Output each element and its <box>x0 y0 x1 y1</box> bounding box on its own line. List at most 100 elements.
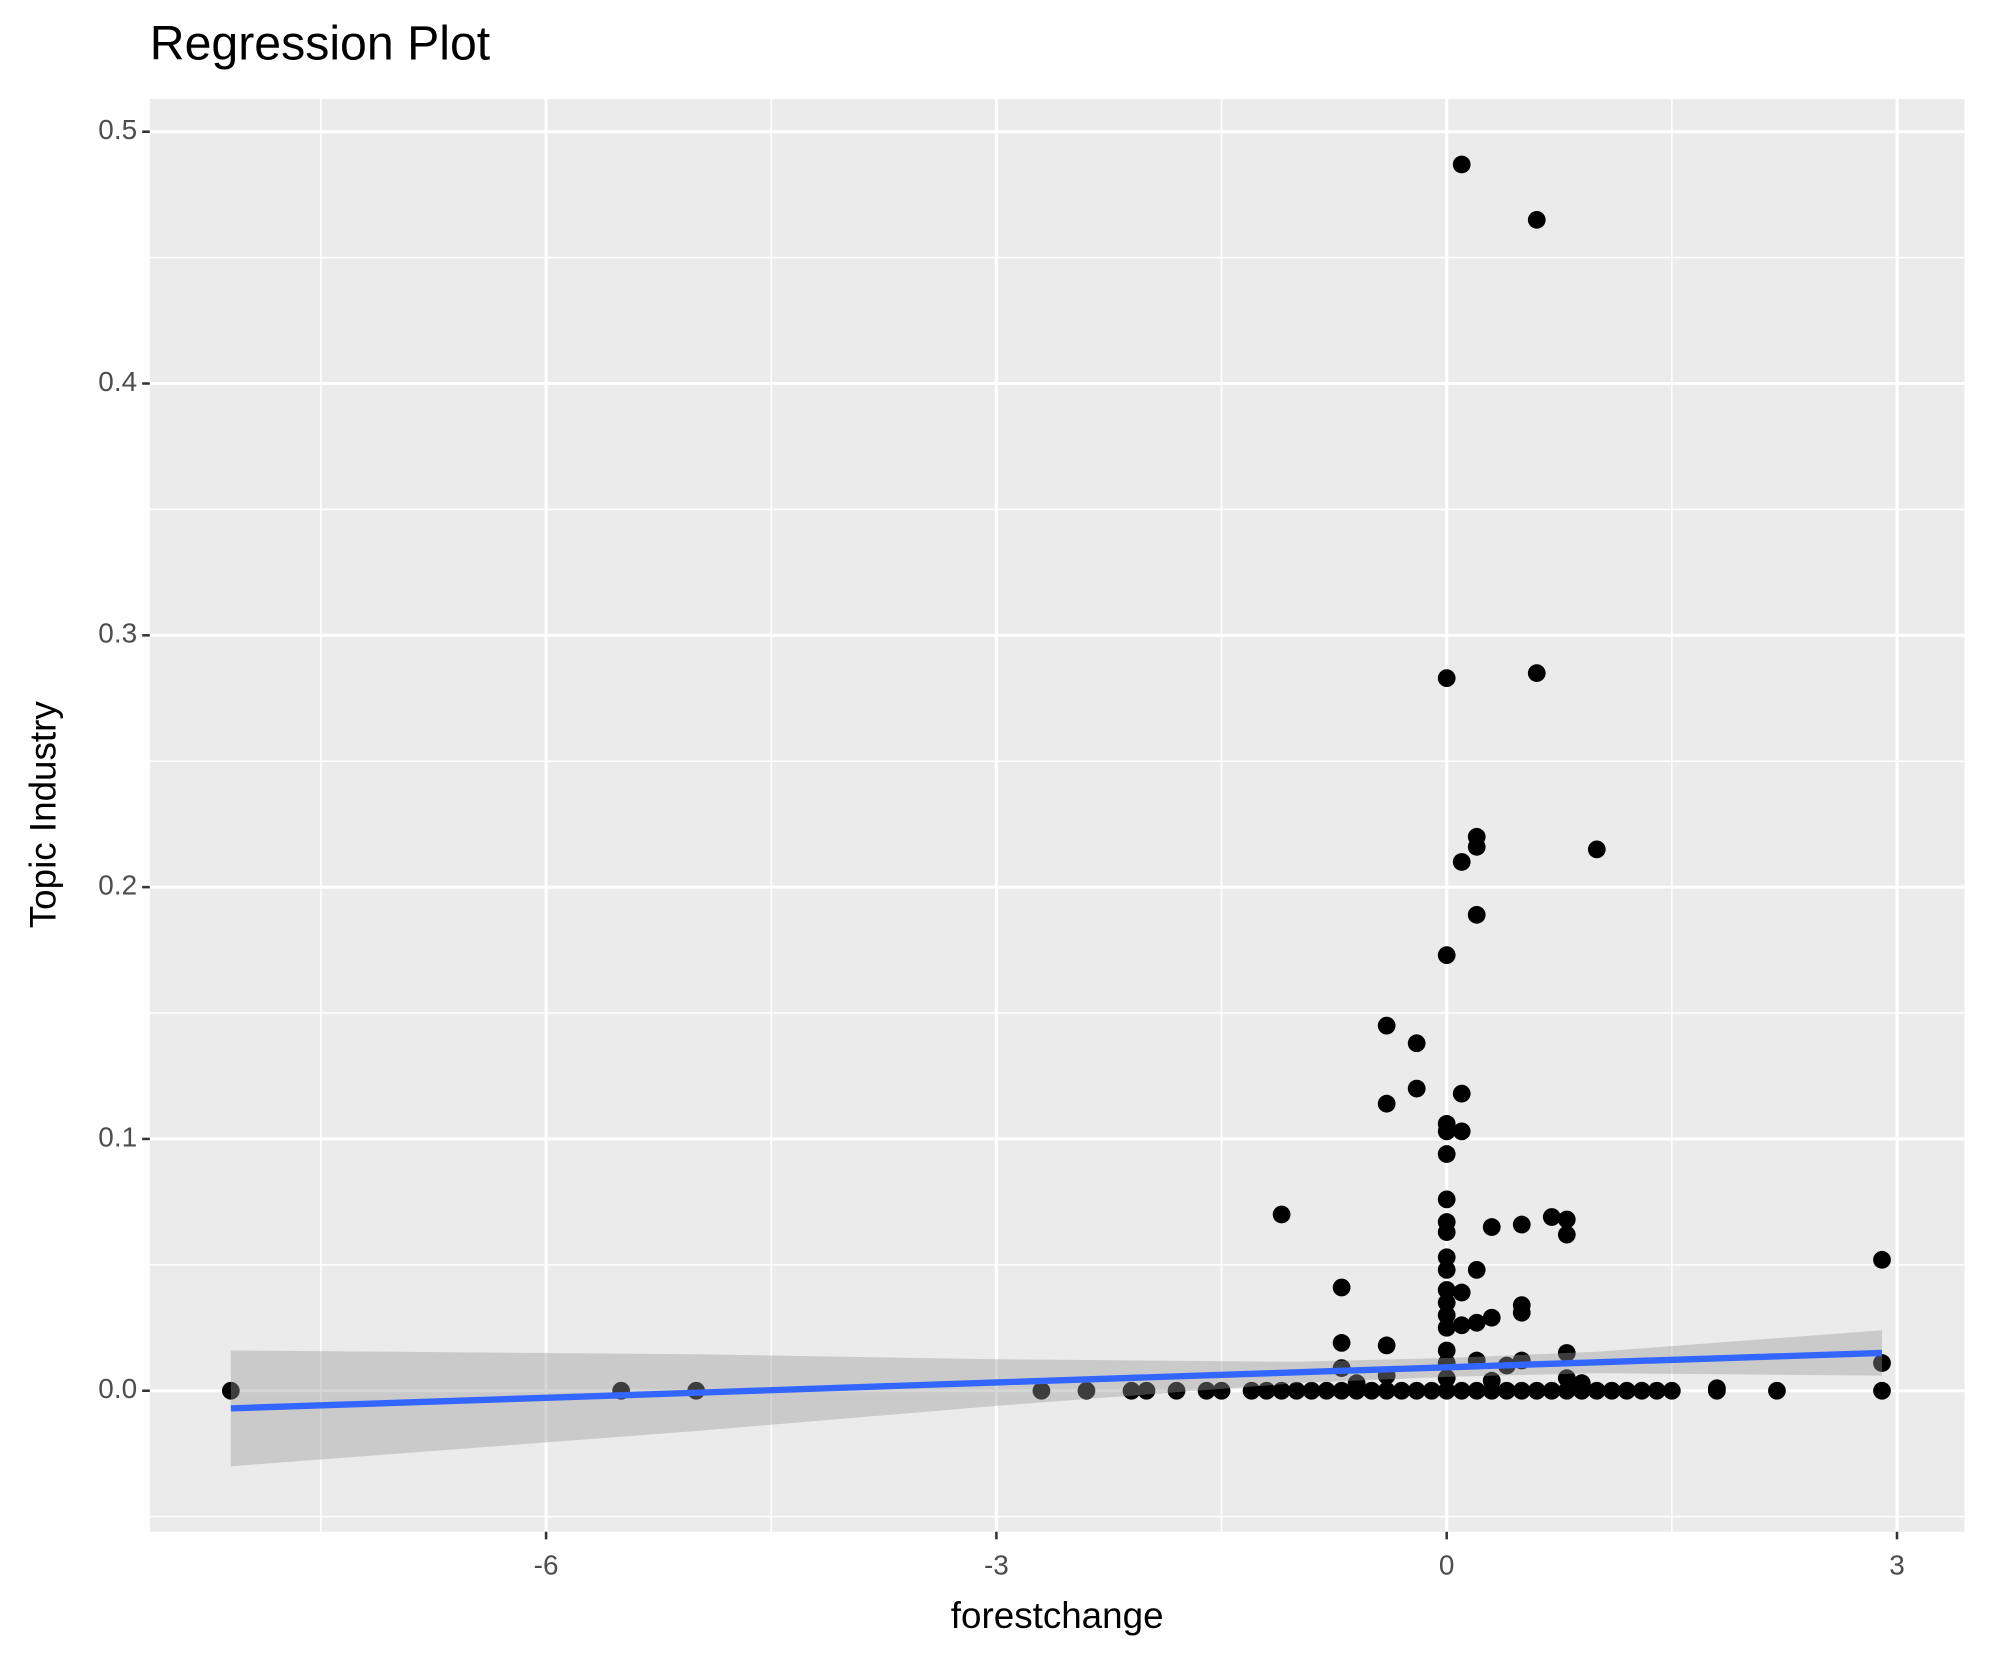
point <box>1407 1079 1426 1098</box>
chart-title: Regression Plot <box>150 17 491 71</box>
point <box>1467 837 1486 856</box>
point <box>1452 1316 1471 1335</box>
point <box>1587 840 1606 859</box>
point <box>1512 1381 1531 1400</box>
point <box>1317 1381 1336 1400</box>
point <box>1437 1190 1456 1209</box>
point <box>1452 1084 1471 1103</box>
x-tick-label: -6 <box>534 1550 559 1581</box>
point <box>1542 1381 1561 1400</box>
point <box>1212 1381 1231 1400</box>
point <box>1527 1381 1546 1400</box>
point <box>1437 669 1456 688</box>
y-axis-title: Topic Industry <box>22 701 63 929</box>
point <box>1377 1016 1396 1035</box>
point <box>1602 1381 1621 1400</box>
point <box>1482 1218 1501 1236</box>
point <box>1437 1306 1456 1325</box>
point <box>1437 1260 1456 1279</box>
x-tick-label: -3 <box>984 1550 1009 1581</box>
point <box>1708 1381 1726 1400</box>
point <box>1077 1381 1096 1400</box>
point <box>1497 1381 1516 1400</box>
point <box>1452 155 1471 174</box>
point <box>1873 1354 1891 1372</box>
point <box>1377 1381 1396 1400</box>
point <box>1437 1145 1456 1163</box>
point <box>1557 1381 1576 1400</box>
point <box>1377 1094 1396 1113</box>
point <box>221 1381 240 1400</box>
y-tick-label: 0.5 <box>98 114 137 145</box>
plot-panel <box>149 98 1965 1532</box>
point <box>1242 1381 1261 1400</box>
point <box>1587 1381 1606 1400</box>
y-tick-label: 0.2 <box>98 870 137 901</box>
point <box>1557 1225 1576 1244</box>
point <box>1362 1381 1381 1400</box>
y-tick-label: 0.4 <box>98 366 137 397</box>
x-axis-title: forestchange <box>951 1595 1164 1636</box>
point <box>1437 1122 1456 1141</box>
point <box>1272 1205 1291 1224</box>
point <box>1332 1278 1351 1297</box>
point <box>1482 1381 1501 1400</box>
point <box>1437 1341 1456 1360</box>
point <box>1437 1281 1456 1299</box>
point <box>1512 1215 1531 1234</box>
point <box>1467 905 1486 924</box>
point <box>1557 1369 1576 1388</box>
point <box>1527 664 1546 682</box>
point <box>1377 1336 1396 1355</box>
y-tick-label: 0.0 <box>98 1373 137 1404</box>
point <box>1437 946 1456 965</box>
point <box>1542 1208 1561 1226</box>
x-tick-label: 3 <box>1889 1550 1905 1581</box>
x-tick-label: 0 <box>1439 1550 1455 1581</box>
point <box>1122 1381 1141 1400</box>
point <box>1452 853 1471 871</box>
point <box>1167 1381 1186 1400</box>
point <box>1197 1381 1216 1400</box>
point <box>1302 1381 1321 1400</box>
point <box>1332 1381 1351 1400</box>
point <box>1467 1260 1486 1279</box>
point <box>1482 1308 1501 1327</box>
point <box>1452 1122 1471 1141</box>
point <box>1137 1381 1156 1400</box>
point <box>1647 1381 1666 1400</box>
point <box>1617 1381 1636 1400</box>
point <box>1572 1381 1591 1400</box>
point <box>1392 1381 1411 1400</box>
point <box>1467 1313 1486 1332</box>
point <box>1032 1381 1051 1400</box>
point <box>1632 1381 1651 1400</box>
point <box>1272 1381 1291 1400</box>
regression-line <box>230 1349 1883 1412</box>
point <box>1557 1210 1576 1229</box>
point <box>1437 1293 1456 1312</box>
point <box>1407 1381 1426 1400</box>
point <box>1873 1250 1891 1269</box>
point <box>1437 1381 1456 1400</box>
point <box>1512 1303 1531 1322</box>
point <box>1257 1381 1276 1400</box>
point <box>1407 1034 1426 1053</box>
point <box>1557 1344 1576 1362</box>
point <box>1452 1283 1471 1302</box>
point <box>1287 1381 1306 1400</box>
point <box>1873 1381 1891 1400</box>
point <box>1662 1381 1681 1400</box>
y-tick-label: 0.1 <box>98 1121 137 1152</box>
point <box>1768 1381 1786 1400</box>
point <box>1437 1248 1456 1267</box>
point <box>1332 1334 1351 1352</box>
point <box>1437 1223 1456 1241</box>
point <box>1347 1374 1366 1393</box>
point <box>1437 1369 1456 1388</box>
point <box>1452 1381 1471 1400</box>
y-tick-label: 0.3 <box>98 618 137 649</box>
point <box>1422 1381 1441 1400</box>
point <box>1437 1318 1456 1337</box>
